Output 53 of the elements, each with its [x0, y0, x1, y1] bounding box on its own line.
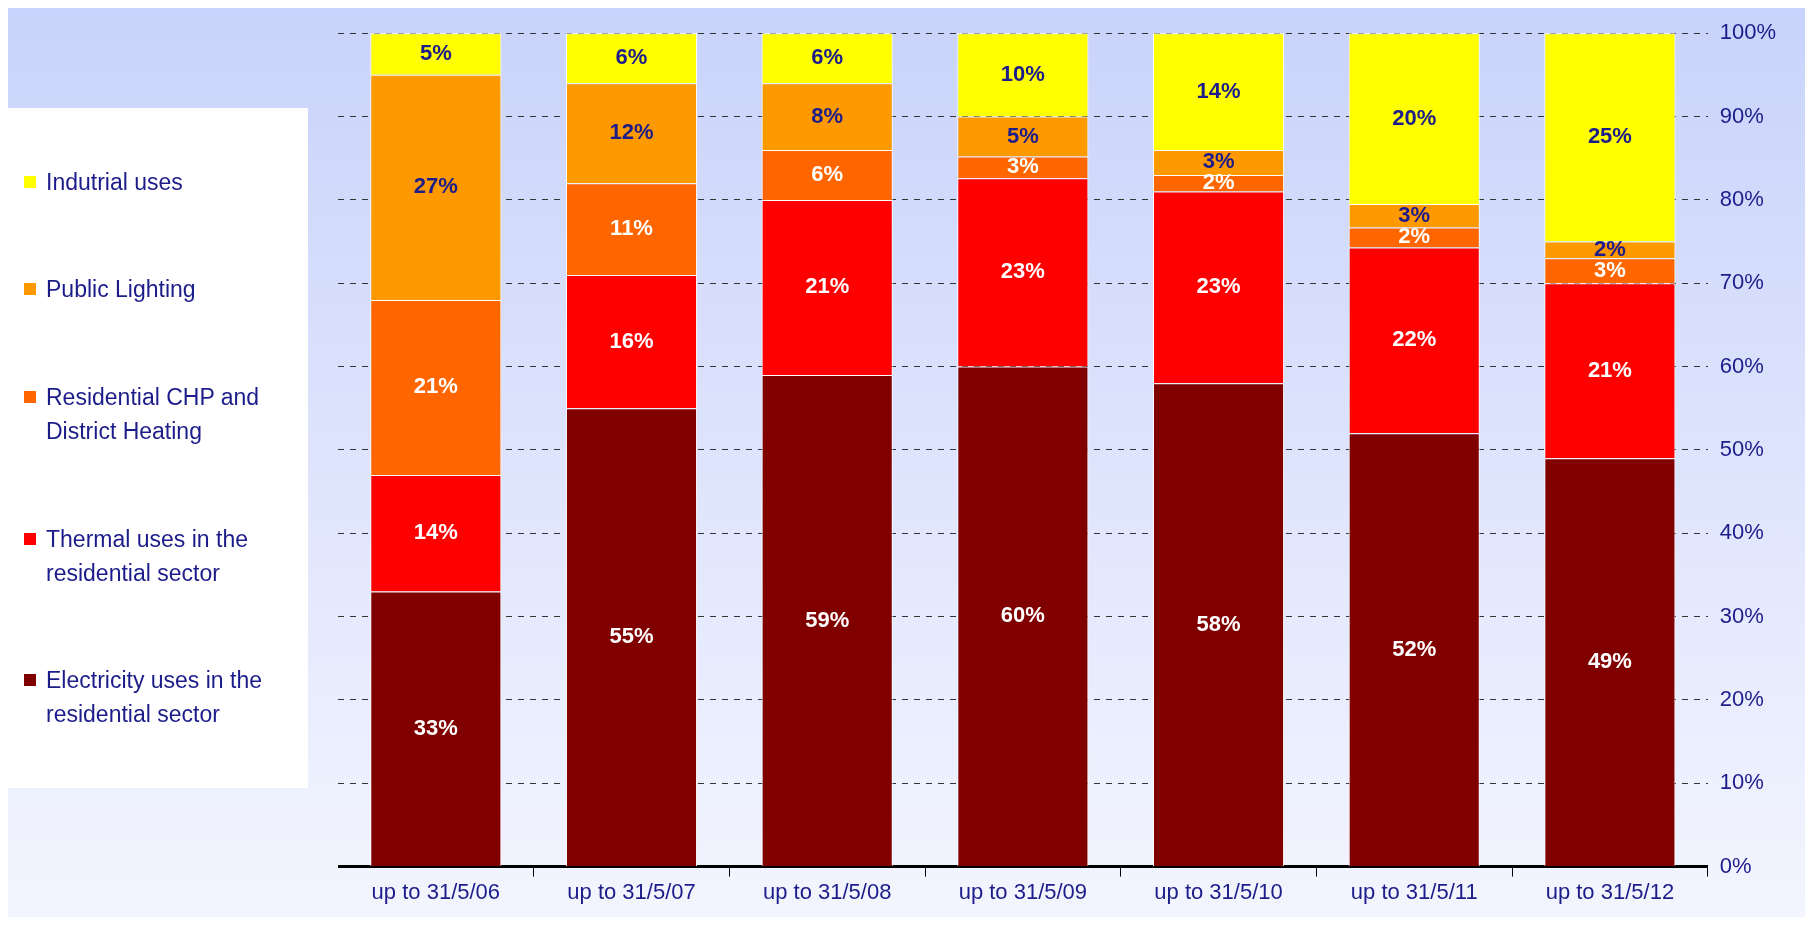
data-label: 3%: [1202, 148, 1235, 174]
data-label: 21%: [805, 273, 850, 299]
data-label: 59%: [805, 606, 850, 632]
y-tick-label: 80%: [1719, 185, 1764, 211]
data-label: 8%: [811, 102, 844, 128]
data-label: 14%: [1196, 77, 1241, 103]
data-label: 25%: [1587, 123, 1632, 149]
data-label: 6%: [615, 44, 648, 70]
data-label: 52%: [1392, 635, 1437, 661]
x-tick-label: up to 31/5/06: [371, 878, 501, 904]
y-tick-label: 100%: [1719, 19, 1777, 45]
x-tick-label: up to 31/5/10: [1154, 878, 1283, 904]
legend-label: Electricity uses in the residential sector: [46, 666, 264, 730]
y-tick-label: 40%: [1719, 519, 1764, 545]
data-label: 49%: [1587, 648, 1632, 674]
x-tick-label: up to 31/5/08: [762, 878, 892, 904]
x-tick-label: up to 31/5/07: [567, 878, 696, 904]
x-tick-label: up to 31/5/11: [1350, 878, 1478, 904]
legend-label: Public Lighting: [46, 275, 196, 305]
data-label: 10%: [1000, 60, 1045, 86]
legend-label: Thermal uses in the residential sector: [46, 524, 249, 588]
y-tick-label: 70%: [1719, 269, 1764, 295]
data-label: 60%: [1000, 602, 1045, 628]
data-label: 27%: [413, 173, 458, 199]
data-label: 14%: [413, 519, 458, 545]
data-label: 21%: [1587, 356, 1632, 382]
x-tick-label: up to 31/5/09: [958, 878, 1088, 904]
y-tick-label: 30%: [1719, 602, 1764, 628]
legend-label: Residential CHP and District Heating: [46, 383, 261, 446]
data-label: 21%: [413, 373, 458, 399]
y-tick-label: 60%: [1719, 352, 1764, 378]
y-tick-label: 20%: [1719, 685, 1764, 711]
data-label: 20%: [1392, 104, 1437, 130]
data-label: 58%: [1196, 610, 1241, 636]
data-label: 23%: [1196, 273, 1241, 299]
data-label: 55%: [609, 623, 654, 649]
data-label: 23%: [1000, 258, 1045, 284]
data-label: 33%: [413, 714, 458, 740]
legend-label: Indutrial uses: [46, 167, 183, 197]
data-label: 11%: [610, 215, 653, 241]
y-tick-label: 90%: [1719, 102, 1764, 128]
data-label: 16%: [609, 327, 654, 353]
data-label: 3%: [1006, 153, 1039, 179]
y-tick-label: 10%: [1719, 769, 1764, 795]
data-label: 5%: [419, 40, 452, 66]
y-tick-label: 50%: [1719, 435, 1764, 461]
data-label: 6%: [811, 160, 844, 186]
data-label: 22%: [1392, 326, 1437, 352]
x-tick-label: up to 31/5/12: [1545, 878, 1675, 904]
data-label: 5%: [1006, 122, 1039, 148]
data-label: 6%: [811, 44, 844, 70]
data-label: 12%: [609, 119, 654, 145]
y-tick-label: 0%: [1719, 852, 1752, 878]
